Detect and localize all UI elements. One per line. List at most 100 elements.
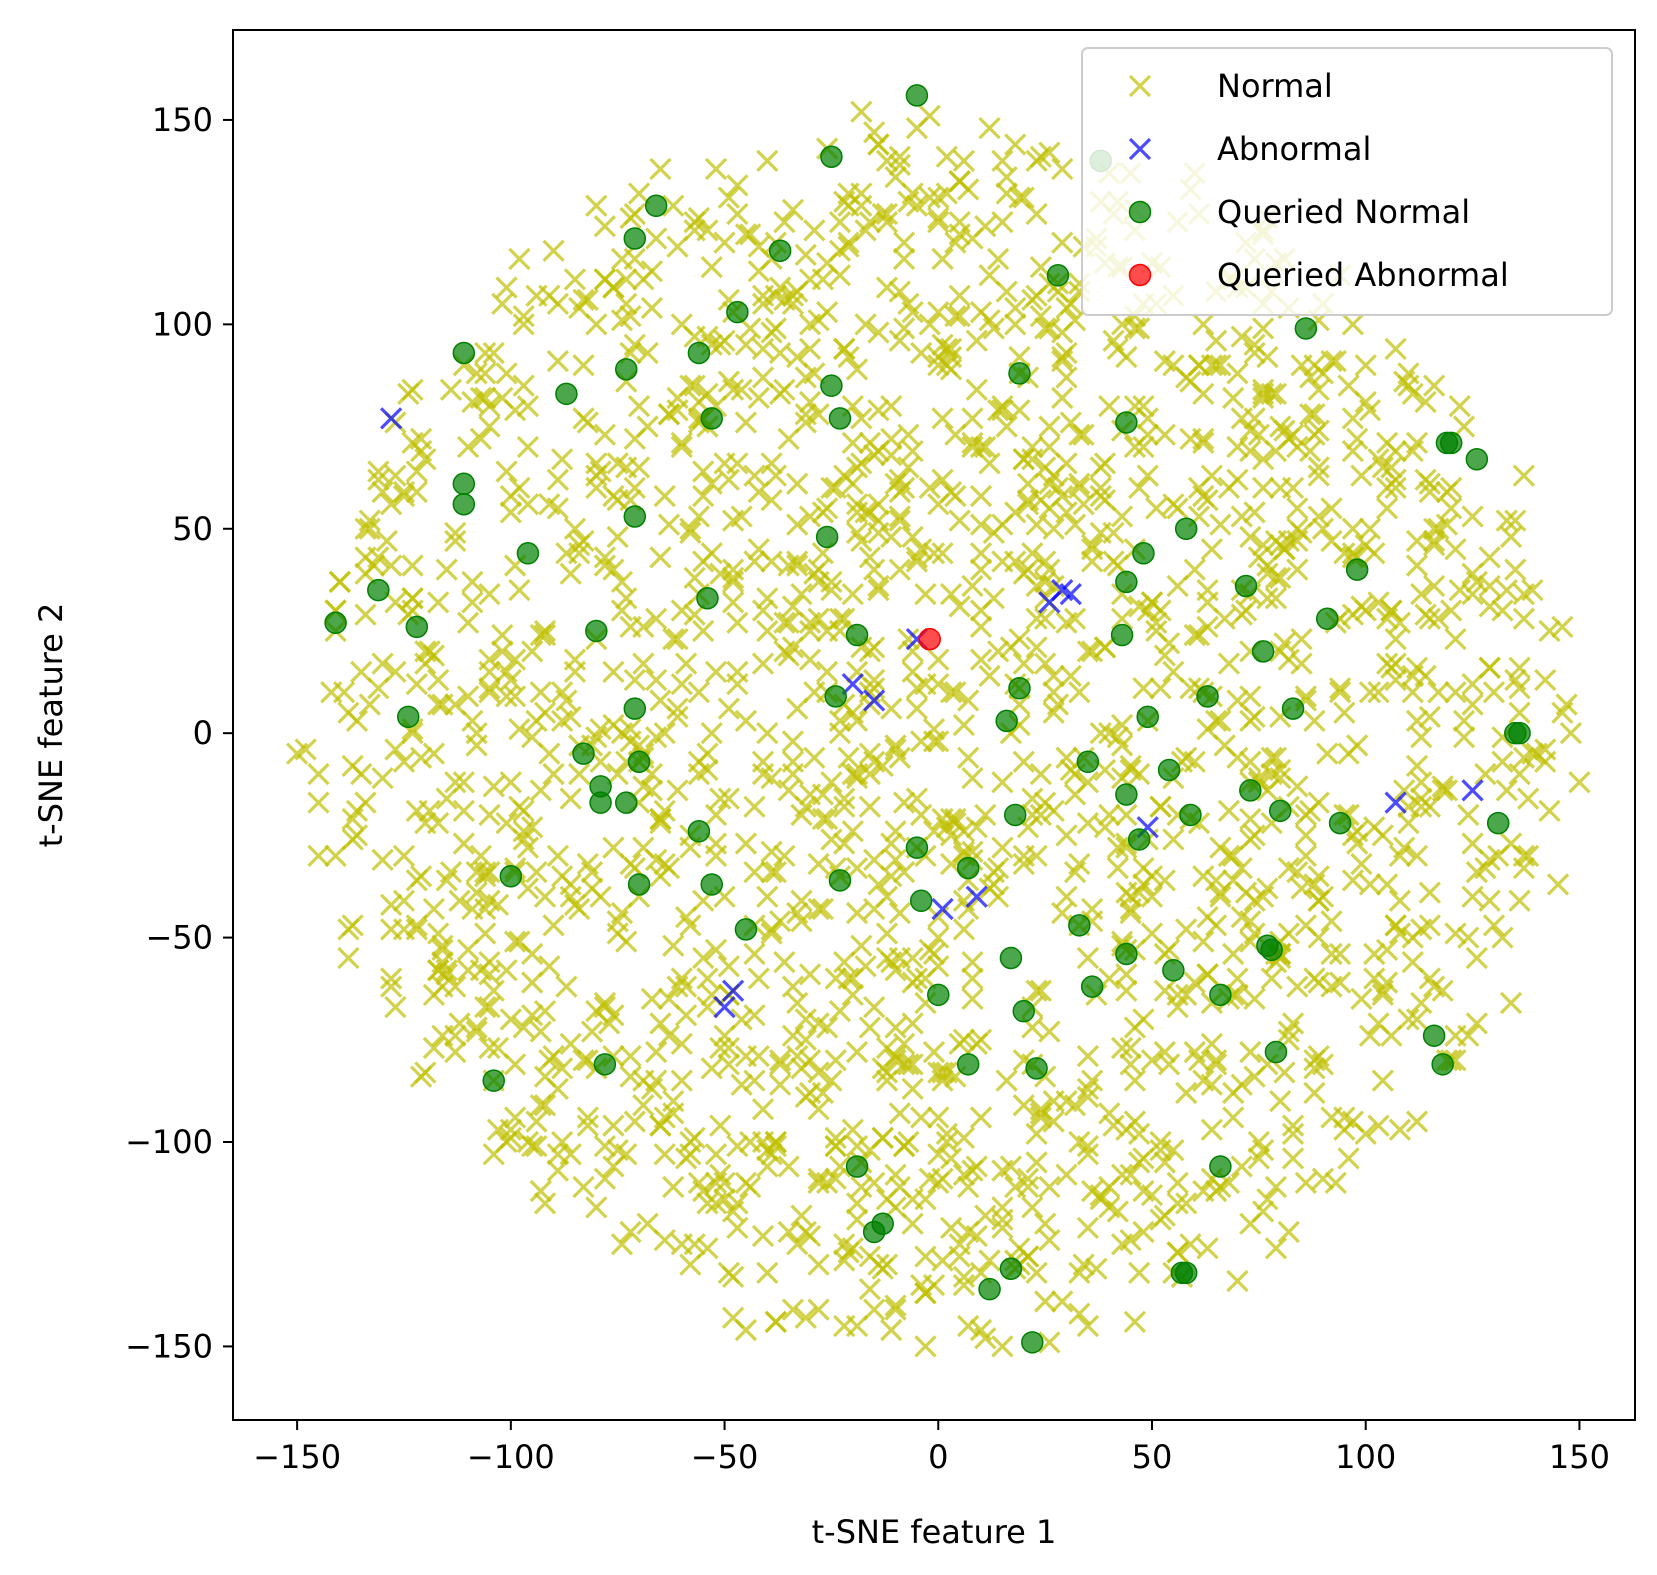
normal-point bbox=[1512, 844, 1536, 867]
normal-point bbox=[982, 587, 1005, 610]
normal-point bbox=[1012, 652, 1035, 675]
normal-point bbox=[345, 799, 369, 822]
normal-point bbox=[414, 1061, 437, 1084]
queried-normal-point bbox=[927, 983, 950, 1007]
normal-point bbox=[1239, 807, 1262, 831]
normal-point bbox=[1307, 419, 1330, 442]
normal-point bbox=[1038, 415, 1061, 438]
normal-point bbox=[1119, 1036, 1142, 1060]
normal-point bbox=[1461, 693, 1484, 716]
normal-point bbox=[1072, 493, 1095, 516]
normal-point bbox=[1354, 533, 1377, 557]
normal-point bbox=[1033, 456, 1057, 479]
normal-point bbox=[1384, 337, 1407, 361]
normal-point bbox=[948, 284, 971, 307]
normal-point bbox=[927, 672, 950, 696]
normal-point bbox=[957, 1314, 980, 1338]
normal-point bbox=[833, 950, 856, 974]
normal-point bbox=[1110, 607, 1134, 630]
normal-point bbox=[897, 1053, 920, 1076]
normal-point bbox=[405, 799, 428, 822]
normal-point bbox=[1025, 202, 1048, 226]
normal-point bbox=[1025, 844, 1048, 867]
normal-point bbox=[892, 1134, 916, 1158]
normal-point bbox=[700, 1057, 723, 1080]
normal-point bbox=[414, 811, 437, 835]
normal-point bbox=[1145, 619, 1168, 643]
normal-point bbox=[1059, 292, 1082, 316]
normal-point bbox=[952, 1028, 976, 1051]
normal-point bbox=[986, 640, 1010, 663]
normal-point bbox=[503, 648, 527, 671]
normal-point bbox=[1119, 901, 1142, 925]
normal-point bbox=[952, 918, 976, 941]
normal-point bbox=[1145, 497, 1168, 520]
normal-point bbox=[1435, 480, 1459, 504]
normal-point bbox=[615, 1143, 638, 1166]
normal-point bbox=[1055, 501, 1078, 524]
normal-point bbox=[884, 472, 907, 495]
normal-point bbox=[1405, 1110, 1429, 1133]
normal-point bbox=[1452, 726, 1476, 749]
normal-point bbox=[726, 452, 749, 475]
normal-point bbox=[704, 1192, 728, 1215]
normal-point bbox=[794, 243, 817, 266]
normal-point bbox=[777, 779, 800, 802]
queried-normal-point bbox=[1080, 975, 1104, 998]
normal-point bbox=[756, 885, 779, 908]
normal-point bbox=[931, 247, 954, 271]
normal-point bbox=[726, 611, 749, 634]
normal-point bbox=[922, 542, 946, 565]
queried-normal-point bbox=[1174, 517, 1198, 541]
normal-point bbox=[439, 378, 463, 401]
normal-point bbox=[991, 836, 1014, 859]
normal-point bbox=[884, 166, 907, 189]
normal-point bbox=[892, 861, 916, 884]
normal-point bbox=[807, 1171, 830, 1195]
normal-point bbox=[1209, 881, 1232, 904]
queried-normal-point bbox=[1508, 721, 1531, 745]
normal-point bbox=[491, 292, 514, 316]
normal-point bbox=[1162, 660, 1185, 683]
normal-point bbox=[465, 362, 488, 385]
normal-point bbox=[726, 1216, 749, 1239]
normal-point bbox=[1341, 313, 1365, 336]
normal-point bbox=[474, 341, 497, 365]
normal-point bbox=[1076, 1045, 1100, 1068]
normal-point bbox=[961, 767, 984, 790]
normal-point bbox=[939, 345, 963, 369]
normal-point bbox=[1106, 856, 1129, 880]
normal-point bbox=[1029, 1102, 1052, 1125]
normal-point bbox=[1029, 305, 1052, 328]
normal-point bbox=[371, 480, 394, 504]
normal-point bbox=[452, 799, 475, 822]
normal-point bbox=[1388, 922, 1412, 945]
normal-point bbox=[901, 640, 924, 663]
normal-point bbox=[674, 1004, 698, 1027]
normal-point bbox=[717, 697, 740, 720]
normal-point bbox=[683, 566, 706, 589]
normal-point bbox=[503, 1053, 527, 1076]
normal-point bbox=[880, 394, 903, 418]
normal-point bbox=[414, 448, 437, 471]
normal-point bbox=[1418, 881, 1441, 904]
normal-point bbox=[704, 1143, 728, 1166]
normal-point bbox=[1303, 873, 1326, 896]
normal-point bbox=[1320, 1106, 1343, 1129]
normal-point bbox=[1243, 341, 1266, 365]
normal-point bbox=[1187, 623, 1211, 647]
normal-point bbox=[756, 619, 779, 643]
normal-point bbox=[679, 517, 702, 540]
normal-point bbox=[743, 1004, 766, 1027]
normal-point bbox=[533, 885, 557, 908]
normal-point bbox=[850, 182, 873, 205]
normal-point bbox=[927, 1143, 950, 1166]
normal-point bbox=[850, 934, 873, 957]
normal-point bbox=[1251, 448, 1275, 471]
normal-point bbox=[1204, 354, 1228, 377]
normal-point bbox=[1226, 468, 1249, 491]
queried-normal-point bbox=[482, 1069, 505, 1092]
normal-point bbox=[1495, 578, 1518, 602]
normal-point bbox=[1375, 497, 1399, 520]
abnormal-point bbox=[841, 672, 864, 696]
